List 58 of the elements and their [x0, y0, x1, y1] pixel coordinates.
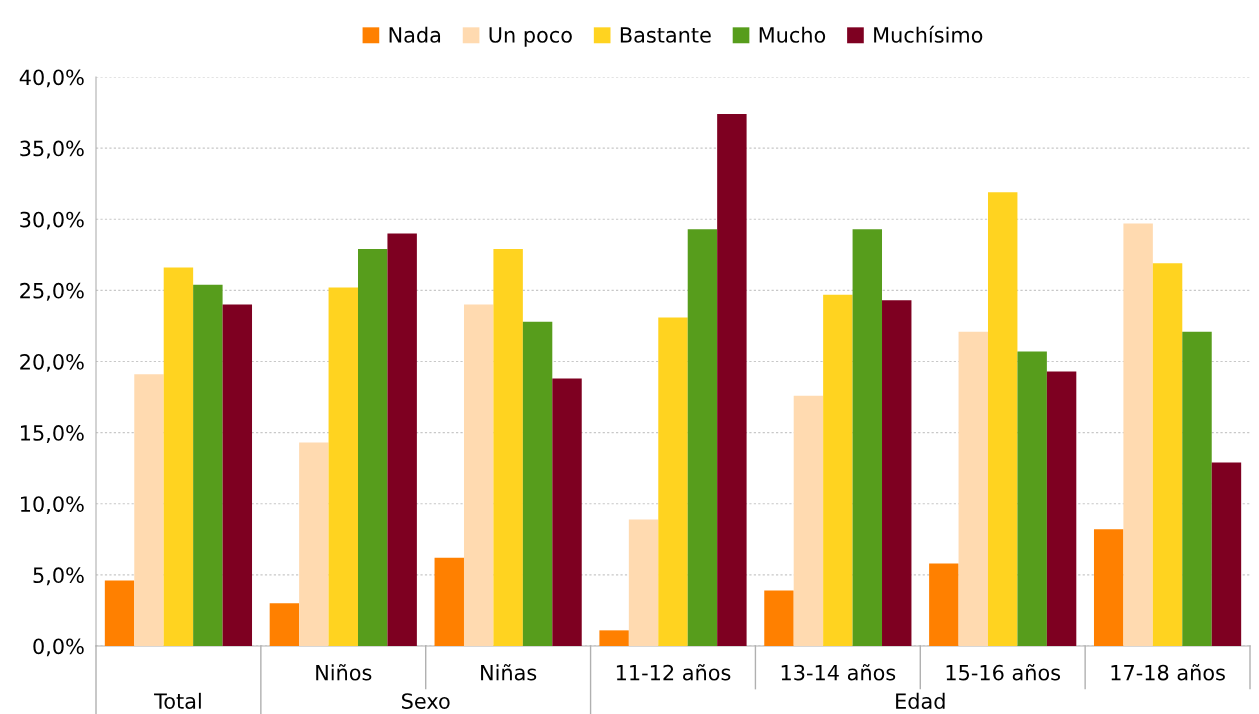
- bar: [1182, 331, 1212, 646]
- legend-label: Mucho: [759, 26, 826, 43]
- y-tick-label: 10,0%: [21, 496, 84, 515]
- bar: [958, 331, 988, 646]
- bar: [387, 233, 417, 646]
- legend-label: Muchísimo: [874, 25, 983, 43]
- bar: [104, 580, 135, 646]
- bar: [852, 229, 883, 646]
- bar: [193, 284, 223, 646]
- bar: [299, 442, 329, 646]
- bar: [522, 321, 553, 646]
- y-tick-label: 25,0%: [20, 282, 84, 301]
- bar: [269, 603, 300, 646]
- bar: [328, 287, 359, 646]
- bar: [764, 590, 794, 646]
- bar: [1123, 223, 1153, 646]
- x-tick-label: 13-14 años: [781, 664, 896, 681]
- bar: [987, 192, 1018, 646]
- bar: [599, 630, 629, 646]
- legend-label: Un poco: [489, 27, 572, 47]
- bar: [929, 563, 959, 646]
- bar: [1211, 462, 1242, 646]
- y-tick-label: 0,0%: [33, 638, 84, 657]
- bar: [1017, 351, 1047, 646]
- bar: [1046, 371, 1077, 646]
- y-tick-label: 15,0%: [21, 425, 84, 443]
- bar: [552, 378, 582, 646]
- bar: [493, 249, 523, 646]
- text: Edad: [896, 692, 945, 709]
- y-tick-label: 20,0%: [20, 353, 84, 372]
- legend-label: Nada: [389, 26, 441, 43]
- bar: [793, 395, 824, 646]
- x-tick-label: Niñas: [481, 664, 537, 681]
- bar: [717, 113, 747, 646]
- bar: [434, 557, 464, 646]
- x-tick-label: Niños: [316, 664, 372, 681]
- y-tick-label: 40,0%: [19, 69, 84, 88]
- bar: [163, 267, 194, 646]
- bar: [134, 374, 164, 646]
- legend-label: Bastante: [620, 27, 711, 43]
- x-tick-label: 15-16 años: [946, 664, 1061, 681]
- bar: [463, 304, 494, 646]
- y-tick-label: 35,0%: [20, 140, 84, 159]
- bar: [882, 300, 912, 646]
- bar: [687, 229, 718, 646]
- bar: [358, 249, 388, 646]
- bar: [1152, 263, 1183, 646]
- y-tick-label: 5,0%: [33, 567, 84, 586]
- bar: [628, 519, 659, 646]
- y-tick-label: 30,0%: [20, 211, 84, 230]
- x-tick-label: 17-18 años: [1111, 664, 1225, 681]
- bar: [658, 317, 688, 646]
- x-tick-label: Total: [154, 692, 201, 709]
- bar: [823, 294, 853, 646]
- bar: [222, 304, 253, 646]
- x-tick-label: 11-12 años: [616, 664, 731, 681]
- bar: [1093, 529, 1124, 646]
- text: Sexo: [402, 693, 450, 709]
